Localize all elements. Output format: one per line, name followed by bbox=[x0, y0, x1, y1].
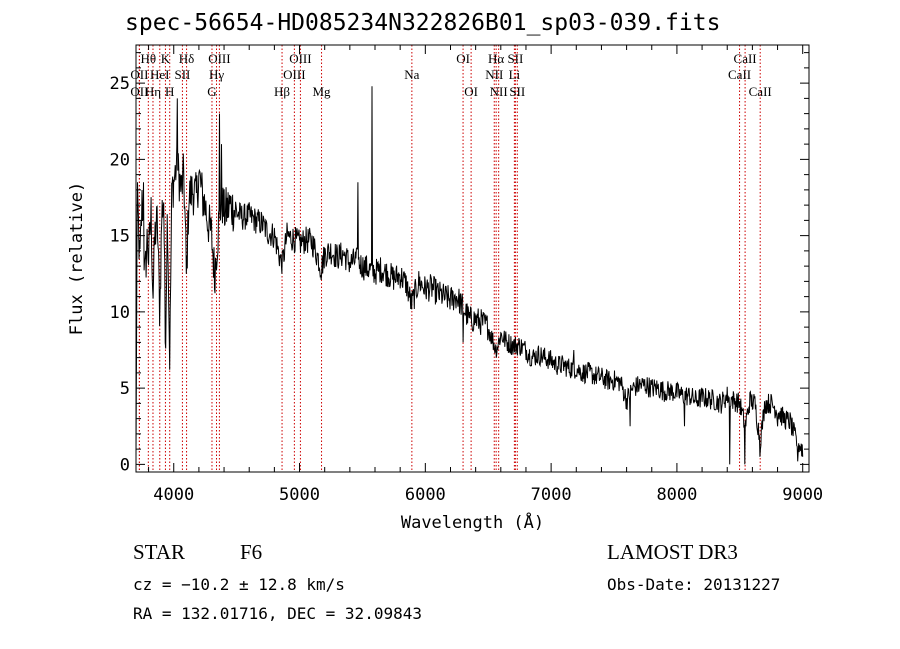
object-type: STAR bbox=[133, 540, 185, 564]
line-markers bbox=[138, 45, 761, 472]
x-axis: 4000 5000 6000 7000 8000 9000 bbox=[148, 45, 823, 505]
y-axis-label: Flux (relative) bbox=[67, 182, 87, 336]
line-marker-label: OIII bbox=[283, 67, 305, 82]
line-marker-label: NII bbox=[490, 84, 508, 99]
line-marker-label: OIII bbox=[208, 51, 230, 66]
x-axis-label: Wavelength (Å) bbox=[401, 511, 544, 533]
y-tick-label: 5 bbox=[120, 379, 130, 399]
line-marker-label: CaII bbox=[749, 84, 772, 99]
line-marker-label: Na bbox=[404, 67, 419, 82]
line-marker-label: OII bbox=[130, 67, 148, 82]
x-tick-label: 7000 bbox=[531, 485, 572, 505]
survey-name: LAMOST DR3 bbox=[607, 540, 738, 564]
line-marker-label: Mg bbox=[313, 84, 332, 99]
spectral-subclass: F6 bbox=[240, 540, 263, 564]
line-marker-label: H bbox=[165, 84, 174, 99]
y-tick-label: 25 bbox=[110, 74, 130, 94]
redshift-cz: cz = −10.2 ± 12.8 km/s bbox=[133, 575, 345, 594]
line-marker-label: Hδ bbox=[179, 51, 195, 66]
line-marker-label: OI bbox=[464, 84, 478, 99]
y-tick-label: 0 bbox=[120, 455, 130, 475]
line-marker-label: SII bbox=[174, 67, 190, 82]
line-marker-label: OII bbox=[130, 84, 148, 99]
x-tick-label: 6000 bbox=[405, 485, 446, 505]
y-tick-label: 10 bbox=[110, 303, 130, 323]
observation-date: Obs-Date: 20131227 bbox=[607, 575, 781, 594]
line-marker-label: OIII bbox=[289, 51, 311, 66]
line-marker-label: SII bbox=[509, 84, 525, 99]
line-marker-label: CaII bbox=[728, 67, 751, 82]
x-tick-label: 5000 bbox=[279, 485, 320, 505]
line-marker-label: Hα bbox=[488, 51, 504, 66]
x-tick-label: 9000 bbox=[782, 485, 823, 505]
line-marker-label: Hβ bbox=[274, 84, 290, 99]
plot-frame bbox=[135, 44, 810, 473]
line-marker-label: OI bbox=[456, 51, 470, 66]
x-tick-label: 4000 bbox=[153, 485, 194, 505]
spectrum-series bbox=[135, 86, 804, 465]
y-tick-label: 15 bbox=[110, 227, 130, 247]
line-marker-label: SII bbox=[507, 51, 523, 66]
line-marker-label: K bbox=[161, 51, 171, 66]
y-tick-label: 20 bbox=[110, 150, 130, 170]
line-marker-label: G bbox=[207, 84, 216, 99]
ra-dec: RA = 132.01716, DEC = 32.09843 bbox=[133, 604, 422, 623]
line-marker-label: HeI bbox=[150, 67, 170, 82]
line-marker-label: Hθ bbox=[141, 51, 157, 66]
line-marker-label: Hγ bbox=[209, 67, 224, 82]
x-tick-label: 8000 bbox=[656, 485, 697, 505]
line-marker-label: Hη bbox=[145, 84, 161, 99]
line-marker-label: CaII bbox=[734, 51, 757, 66]
line-marker-label: Li bbox=[509, 67, 521, 82]
spectrum-line bbox=[135, 86, 804, 465]
line-marker-label: NII bbox=[485, 67, 503, 82]
y-axis: 0 5 10 15 20 25 bbox=[110, 52, 809, 475]
chart-title: spec-56654-HD085234N322826B01_sp03-039.f… bbox=[125, 10, 721, 36]
